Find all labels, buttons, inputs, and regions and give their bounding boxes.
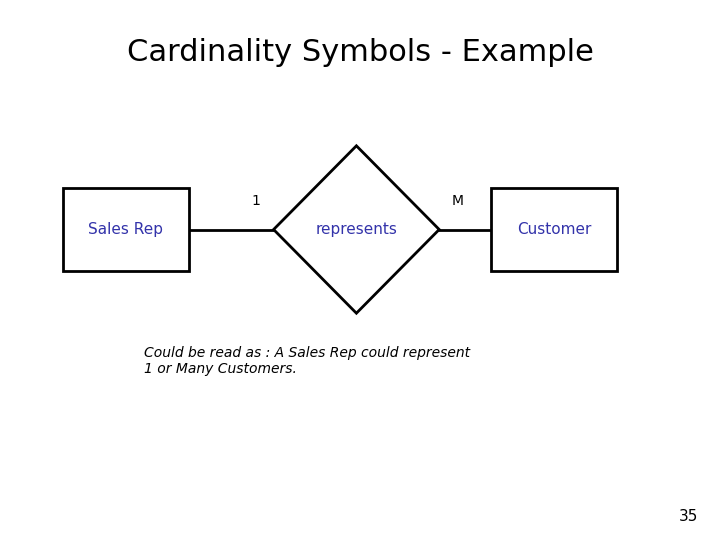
Text: Sales Rep: Sales Rep (89, 222, 163, 237)
FancyBboxPatch shape (491, 188, 618, 271)
Text: 35: 35 (679, 509, 698, 524)
Text: 1: 1 (251, 194, 260, 208)
Text: M: M (451, 194, 463, 208)
Text: represents: represents (315, 222, 397, 237)
FancyBboxPatch shape (63, 188, 189, 271)
Polygon shape (274, 146, 439, 313)
Text: Could be read as : A Sales Rep could represent
1 or Many Customers.: Could be read as : A Sales Rep could rep… (144, 346, 470, 376)
Text: Customer: Customer (517, 222, 592, 237)
Text: Cardinality Symbols - Example: Cardinality Symbols - Example (127, 38, 593, 67)
